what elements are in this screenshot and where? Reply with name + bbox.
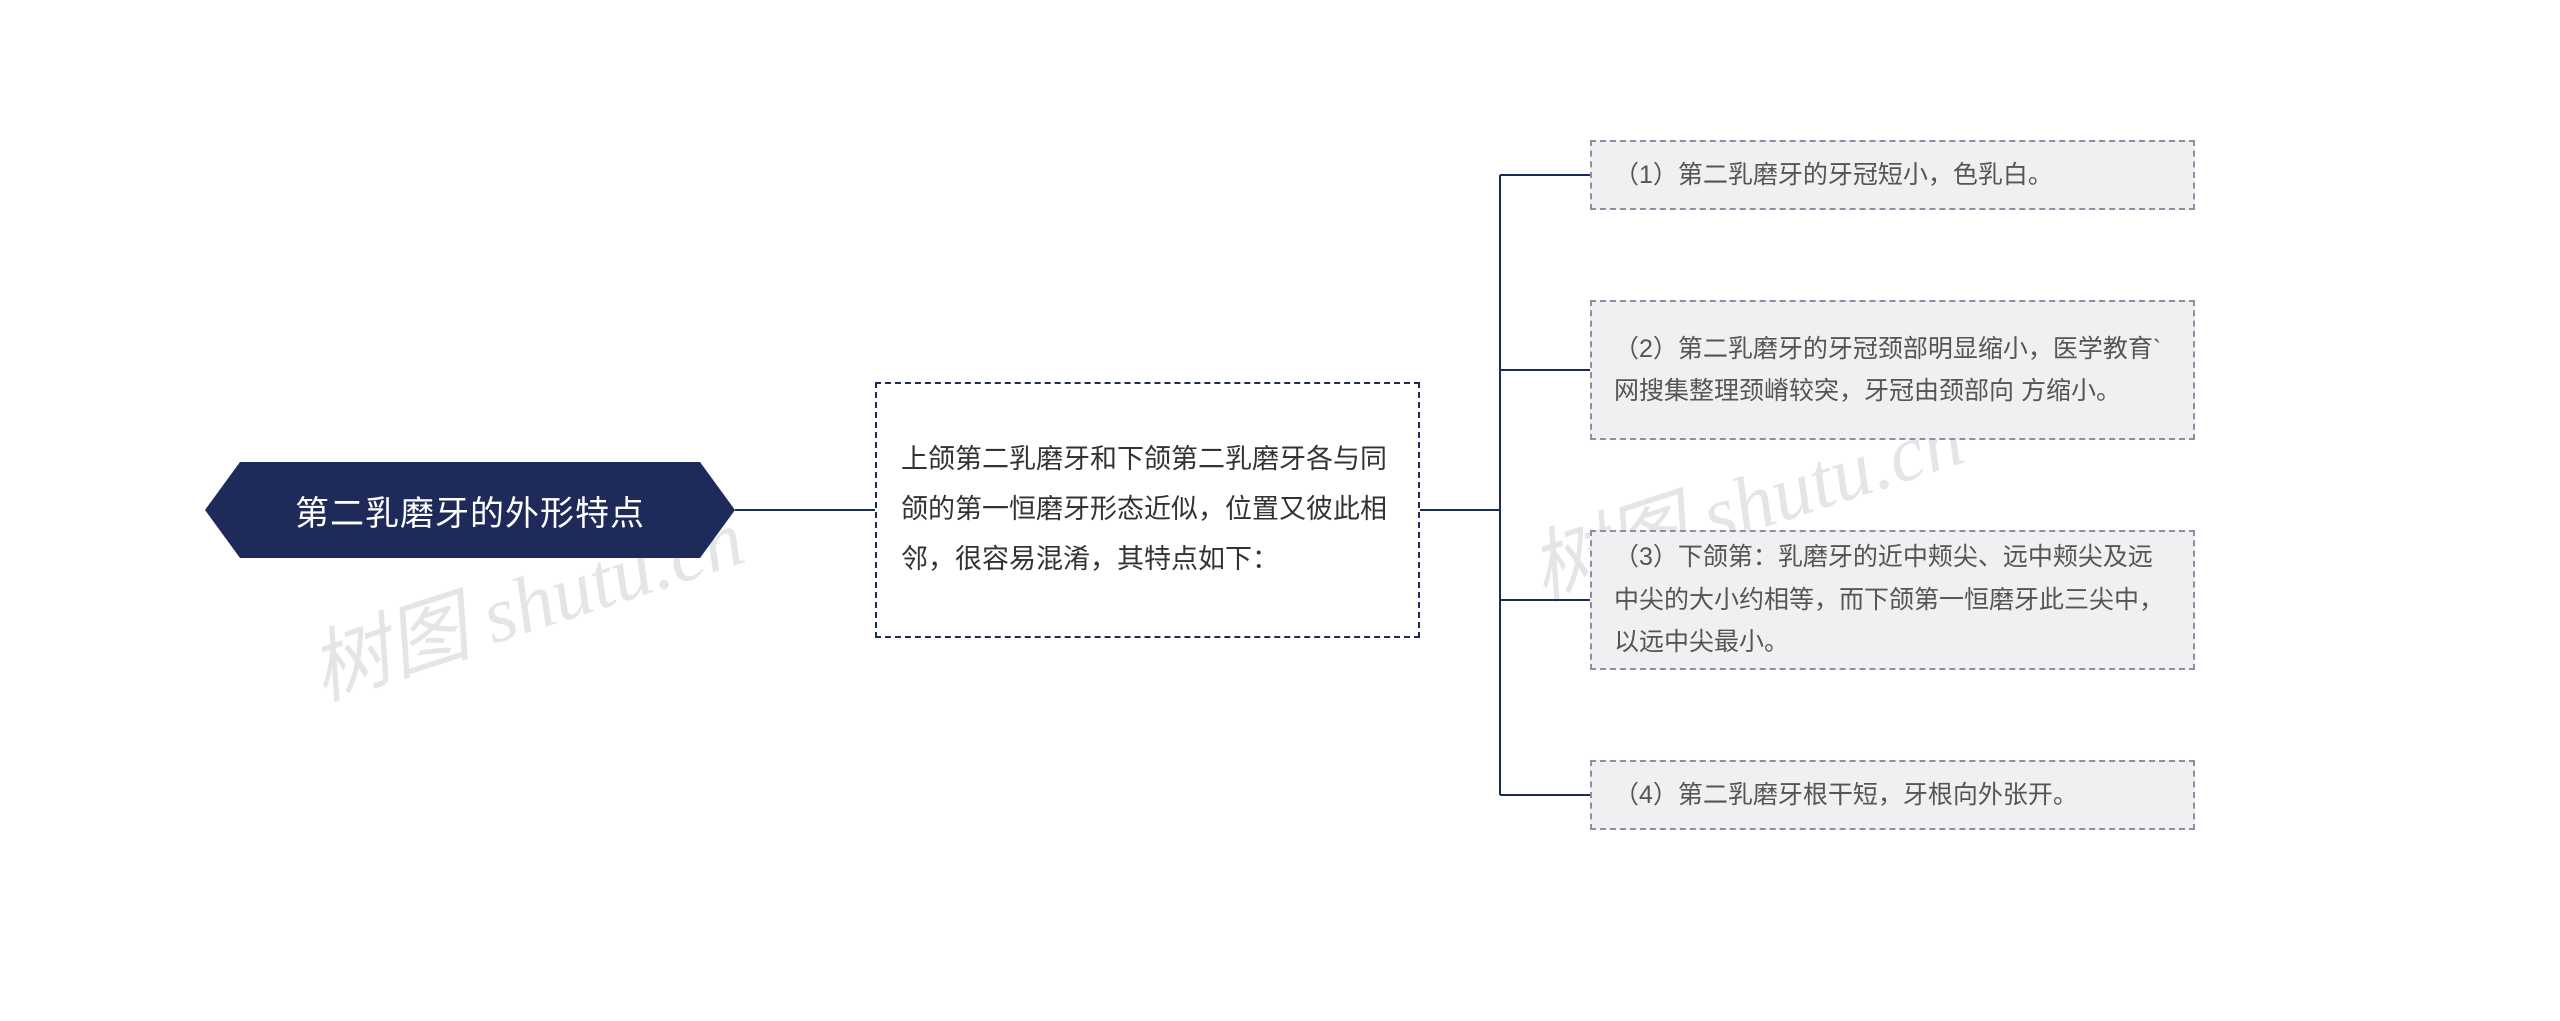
mindmap-canvas: 树图 shutu.cn 树图 shutu.cn 第二乳磨牙的外形特点 上颌第二乳… xyxy=(0,0,2560,1021)
leaf-label: （2）第二乳磨牙的牙冠颈部明显缩小，医学教育`网搜集整理颈嵴较突，牙冠由颈部向 … xyxy=(1614,328,2171,413)
leaf-label: （4）第二乳磨牙根干短，牙根向外张开。 xyxy=(1614,774,2078,817)
leaf-label: （1）第二乳磨牙的牙冠短小，色乳白。 xyxy=(1614,154,2053,197)
leaf-node[interactable]: （4）第二乳磨牙根干短，牙根向外张开。 xyxy=(1590,760,2195,830)
root-node[interactable]: 第二乳磨牙的外形特点 xyxy=(205,462,735,558)
level1-node[interactable]: 上颌第二乳磨牙和下颌第二乳磨牙各与同颌的第一恒磨牙形态近似，位置又彼此相邻，很容… xyxy=(875,382,1420,638)
root-label: 第二乳磨牙的外形特点 xyxy=(295,486,645,535)
leaf-label: （3）下颌第：乳磨牙的近中颊尖、远中颊尖及远中尖的大小约相等，而下颌第一恒磨牙此… xyxy=(1614,536,2171,664)
level1-label: 上颌第二乳磨牙和下颌第二乳磨牙各与同颌的第一恒磨牙形态近似，位置又彼此相邻，很容… xyxy=(901,435,1394,585)
leaf-node[interactable]: （1）第二乳磨牙的牙冠短小，色乳白。 xyxy=(1590,140,2195,210)
leaf-node[interactable]: （2）第二乳磨牙的牙冠颈部明显缩小，医学教育`网搜集整理颈嵴较突，牙冠由颈部向 … xyxy=(1590,300,2195,440)
leaf-node[interactable]: （3）下颌第：乳磨牙的近中颊尖、远中颊尖及远中尖的大小约相等，而下颌第一恒磨牙此… xyxy=(1590,530,2195,670)
